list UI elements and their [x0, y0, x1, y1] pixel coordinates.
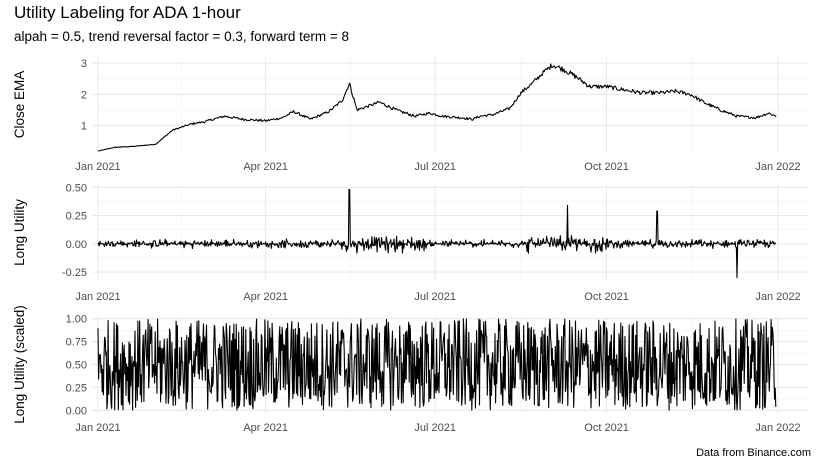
- y-tick-label: 0.00: [66, 405, 87, 417]
- x-tick-label: Apr 2021: [243, 161, 288, 173]
- x-tick-label: Oct 2021: [584, 422, 629, 434]
- x-tick-label: Jan 2021: [75, 291, 120, 303]
- y-axis-label: Long Utility (scaled): [12, 305, 27, 424]
- x-tick-label: Jul 2021: [414, 422, 456, 434]
- x-tick-label: Jan 2022: [755, 161, 800, 173]
- y-axis-label: Close EMA: [12, 71, 27, 139]
- x-tick-label: Oct 2021: [584, 291, 629, 303]
- series-line: [97, 188, 776, 279]
- y-tick-label: 0.75: [66, 337, 87, 349]
- x-tick-label: Jul 2021: [414, 291, 456, 303]
- panel-1: 1 2 3 Jan 2021 Apr 2021 Jul 2021 Oct 2021 Jan 2…: [12, 57, 808, 173]
- x-tick-label: Jan 2022: [755, 422, 800, 434]
- series-line: [97, 63, 777, 152]
- y-tick-label: -0.25: [62, 267, 87, 279]
- panel-3: 1.00 0.75 0.50 0.25 0.00 Jan 2021 Apr 2021 Jul …: [12, 305, 808, 434]
- y-tick-label: 0.00: [66, 239, 87, 251]
- y-tick-label: 1: [81, 121, 87, 133]
- x-tick-label: Oct 2021: [584, 161, 629, 173]
- y-tick-label: 0.50: [66, 182, 87, 194]
- y-tick-label: 0.50: [66, 360, 87, 372]
- chart-caption: Data from Binance.com: [696, 447, 811, 459]
- chart-subtitle: alpah = 0.5, trend reversal factor = 0.3…: [14, 29, 350, 44]
- y-axis-label: Long Utility: [12, 199, 27, 266]
- y-tick-label: 3: [81, 58, 87, 70]
- x-tick-label: Jan 2021: [75, 161, 120, 173]
- panel-2: 0.50 0.25 0.00 -0.25 Jan 2021 Apr 2021 Jul 202…: [12, 182, 808, 303]
- y-tick-label: 0.25: [66, 382, 87, 394]
- chart-title: Utility Labeling for ADA 1-hour: [14, 3, 241, 22]
- x-tick-label: Jan 2021: [75, 422, 120, 434]
- x-tick-label: Jan 2022: [755, 291, 800, 303]
- series-line: [97, 318, 777, 411]
- x-tick-label: Apr 2021: [243, 422, 288, 434]
- y-tick-label: 0.25: [66, 211, 87, 223]
- y-tick-label: 2: [81, 89, 87, 101]
- y-tick-label: 1.00: [66, 314, 87, 326]
- x-tick-label: Apr 2021: [243, 291, 288, 303]
- x-tick-label: Jul 2021: [414, 161, 456, 173]
